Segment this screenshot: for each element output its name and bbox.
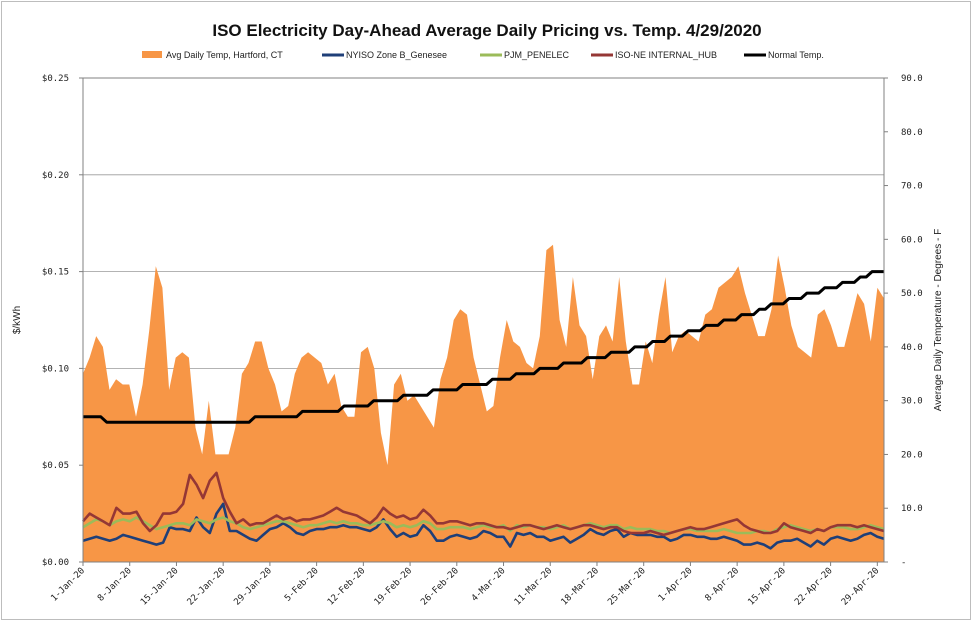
x-tick-label: 15-Apr-20 [746,566,788,608]
legend-label: Normal Temp. [768,50,824,60]
right-tick-label: 50.0 [901,289,923,299]
left-tick-label: $0.15 [42,268,69,278]
y-axis-left-label: $/kWh [12,306,23,334]
legend-item-pjm-penelec: PJM_PENELEC [480,50,570,60]
x-tick-label: 22-Jan-20 [186,566,228,608]
right-tick-label: 20.0 [901,450,923,460]
x-tick-label: 5-Feb-20 [283,566,321,604]
right-tick-label: 70.0 [901,182,923,192]
legend-item-normal-temp: Normal Temp. [744,50,824,60]
area-series-avg-daily-temp-hartford-ct [83,244,884,562]
legend-item-nyiso-zone-b-genesee: NYISO Zone B_Genesee [322,50,447,60]
legend-item-iso-ne-internal-hub: ISO-NE INTERNAL_HUB [591,50,717,60]
line-series-nyiso-zone-b-genesee [82,502,885,550]
right-tick-label: 60.0 [901,235,923,245]
plot-area [82,77,885,563]
chart-title: ISO Electricity Day-Ahead Average Daily … [212,21,761,40]
x-tick-label: 8-Apr-20 [704,566,742,604]
legend-item-avg-daily-temp-hartford-ct: Avg Daily Temp, Hartford, CT [142,50,283,60]
right-tick-label: 10.0 [901,504,923,514]
legend: Avg Daily Temp, Hartford, CT NYISO Zone B… [142,50,824,60]
x-tick-label: 22-Apr-20 [793,566,835,608]
x-tick-label: 1-Jan-20 [49,566,87,604]
x-tick-label: 29-Apr-20 [840,566,882,608]
legend-label: ISO-NE INTERNAL_HUB [615,50,717,60]
x-tick-label: 11-Mar-20 [513,566,555,608]
right-tick-label: 30.0 [901,397,923,407]
left-tick-label: $0.25 [42,74,69,84]
legend-label: PJM_PENELEC [504,50,570,60]
left-tick-label: $0.05 [42,461,69,471]
left-tick-label: $0.10 [42,364,69,374]
x-tick-label: 19-Feb-20 [373,566,415,608]
x-tick-label: 12-Feb-20 [326,566,368,608]
temperature-area-layer [83,244,884,562]
legend-swatch [142,51,162,58]
line-series-pjm-penelec [82,516,885,535]
legend-label: NYISO Zone B_Genesee [346,50,447,60]
line-series-iso-ne-internal-hub [82,471,885,537]
x-tick-label: 26-Feb-20 [419,566,461,608]
left-tick-label: $0.00 [42,558,69,568]
legend-label: Avg Daily Temp, Hartford, CT [166,50,283,60]
left-tick-label: $0.20 [42,171,69,181]
line-series-normal-temp [83,270,884,424]
x-tick-label: 29-Jan-20 [232,566,274,608]
x-tick-label: 8-Jan-20 [96,566,134,604]
price-lines-layer [82,270,885,550]
x-tick-label: 1-Apr-20 [657,566,695,604]
y-axis-right-label: Average Daily Temperature - Degrees - F [933,229,944,412]
right-tick-label: - [901,558,906,568]
x-tick-label: 15-Jan-20 [139,566,181,608]
x-tick-label: 25-Mar-20 [606,566,648,608]
x-tick-label: 4-Mar-20 [470,566,508,604]
right-tick-label: 40.0 [901,343,923,353]
x-tick-label: 18-Mar-20 [560,566,602,608]
right-tick-label: 90.0 [901,74,923,84]
right-tick-label: 80.0 [901,128,923,138]
